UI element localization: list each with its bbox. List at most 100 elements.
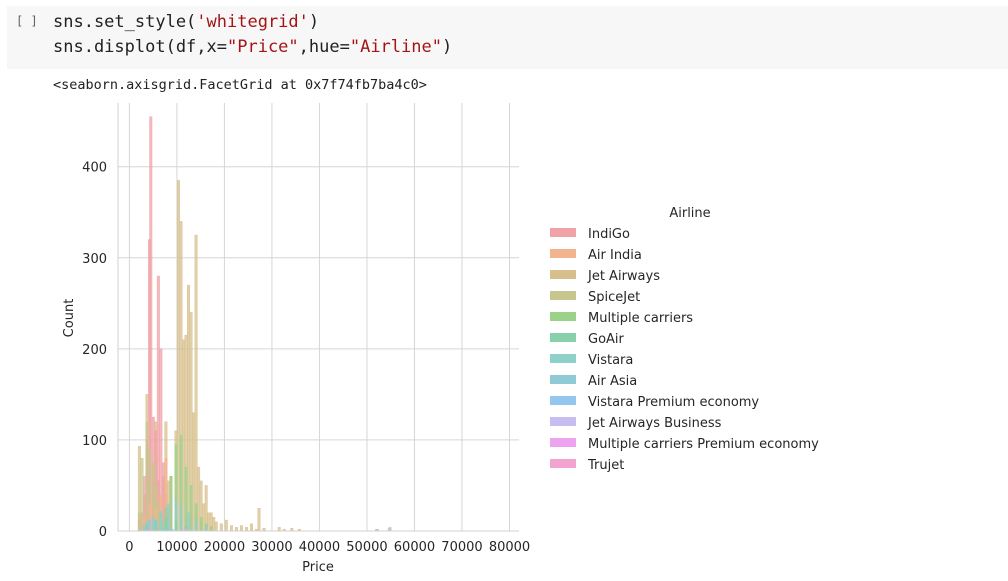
legend-label: Air Asia — [588, 374, 637, 389]
histogram-bar — [204, 526, 208, 532]
legend-swatch — [550, 270, 576, 279]
histogram-bar — [154, 521, 158, 532]
x-tick-label: 30000 — [251, 540, 292, 555]
histogram-bar — [159, 510, 163, 532]
histogram-bar — [161, 525, 165, 532]
histogram-bar — [145, 421, 149, 532]
code-line-2[interactable]: sns.displot(df,x="Price",hue="Airline") — [53, 37, 452, 57]
x-tick-label: 20000 — [204, 540, 245, 555]
histogram-bar — [219, 523, 223, 532]
cell-run-prompt[interactable]: [ ] — [16, 14, 38, 28]
code-token: sns.set_style( — [53, 12, 197, 32]
x-axis-label: Price — [302, 560, 334, 575]
legend-label: Multiple carriers Premium economy — [588, 437, 819, 452]
histogram-bar — [179, 505, 183, 532]
legend-swatch — [550, 312, 576, 321]
tick-labels: 0 10000 20000 30000 40000 50000 60000 70000 8000… — [82, 161, 530, 555]
code-cell[interactable] — [7, 6, 1008, 69]
code-token: sns.displot(df,x= — [53, 37, 227, 57]
legend: Airline IndiGo Air India Jet Airways SpiceJ… — [550, 206, 819, 473]
legend-swatch — [550, 396, 576, 405]
cell-output-text: <seaborn.axisgrid.FacetGrid at 0x7f74fb7… — [53, 77, 427, 93]
histogram-bar — [184, 467, 188, 532]
legend-label: SpiceJet — [588, 290, 640, 305]
histogram-bar — [199, 517, 203, 532]
legend-swatch — [550, 459, 576, 468]
legend-label: Multiple carriers — [588, 311, 693, 326]
legend-label: GoAir — [588, 332, 625, 347]
x-tick-label: 40000 — [299, 540, 340, 555]
code-token: ,hue= — [298, 37, 350, 57]
legend-swatch — [550, 249, 576, 258]
histogram-bar — [187, 512, 191, 532]
legend-label: Air India — [588, 248, 642, 263]
legend-swatch — [550, 375, 576, 384]
y-tick-label: 100 — [82, 434, 107, 449]
histogram-bar — [224, 519, 228, 532]
histogram-bar — [194, 519, 198, 532]
histogram-bar — [202, 503, 206, 532]
histogram-bar — [245, 527, 248, 532]
histogram-bar — [140, 457, 144, 532]
histogram-bar — [197, 467, 201, 532]
legend-label: Vistara Premium economy — [588, 395, 759, 410]
x-tick-label: 50000 — [346, 540, 387, 555]
x-tick-label: 70000 — [441, 540, 482, 555]
histogram-bar — [212, 517, 216, 532]
code-string: "Price" — [227, 37, 299, 57]
histogram-bar — [239, 525, 243, 532]
legend-swatch — [550, 228, 576, 237]
histogram-bar — [250, 523, 253, 532]
histogram-bar — [187, 284, 191, 532]
x-tick-label: 10000 — [156, 540, 197, 555]
code-token: ) — [441, 37, 453, 57]
legend-swatch — [550, 417, 576, 426]
legend-label: Trujet — [587, 458, 624, 473]
code-token: ) — [308, 12, 320, 32]
legend-swatch — [550, 333, 576, 342]
histogram-bar — [151, 517, 155, 532]
legend-swatch — [550, 354, 576, 363]
legend-swatch — [550, 291, 576, 300]
y-tick-label: 300 — [82, 252, 107, 267]
code-line-1[interactable]: sns.set_style('whitegrid') — [53, 12, 319, 32]
y-tick-label: 0 — [99, 525, 107, 540]
y-tick-label: 200 — [82, 343, 107, 358]
histogram-bar — [229, 525, 233, 532]
histogram-bar — [234, 527, 238, 532]
x-tick-label: 80000 — [489, 540, 530, 555]
histogram-bar — [156, 275, 160, 532]
histogram-bar — [137, 512, 141, 532]
histogram-bar — [277, 527, 281, 532]
histogram-bar — [145, 523, 149, 532]
histogram-bar — [214, 521, 218, 532]
histogram-bar — [257, 508, 261, 532]
x-tick-label: 0 — [125, 540, 133, 555]
legend-swatch — [550, 438, 576, 447]
y-tick-label: 400 — [82, 161, 107, 176]
histogram-bar — [194, 234, 198, 532]
histogram-bars — [137, 116, 392, 532]
y-axis-label: Count — [62, 299, 77, 338]
legend-label: Vistara — [588, 353, 633, 368]
histogram-bar — [166, 503, 170, 532]
histogram-bar — [182, 339, 185, 532]
histogram-bar — [164, 517, 168, 532]
histogram-bar — [189, 485, 193, 532]
histogram-bar — [207, 512, 211, 532]
code-string: "Airline" — [349, 37, 442, 57]
histogram-bar — [192, 412, 196, 532]
histogram-bar — [143, 525, 146, 532]
legend-label: Jet Airways Business — [587, 416, 722, 431]
axis-spines — [117, 103, 519, 532]
histogram-bar — [161, 462, 165, 532]
legend-label: Jet Airways — [587, 269, 660, 284]
legend-label: IndiGo — [588, 227, 630, 242]
histogram-bar — [209, 526, 213, 532]
legend-title: Airline — [669, 206, 710, 221]
x-tick-label: 60000 — [394, 540, 435, 555]
histogram-bar — [156, 503, 160, 532]
code-string: 'whitegrid' — [196, 12, 309, 32]
histogram-bar — [174, 521, 178, 532]
